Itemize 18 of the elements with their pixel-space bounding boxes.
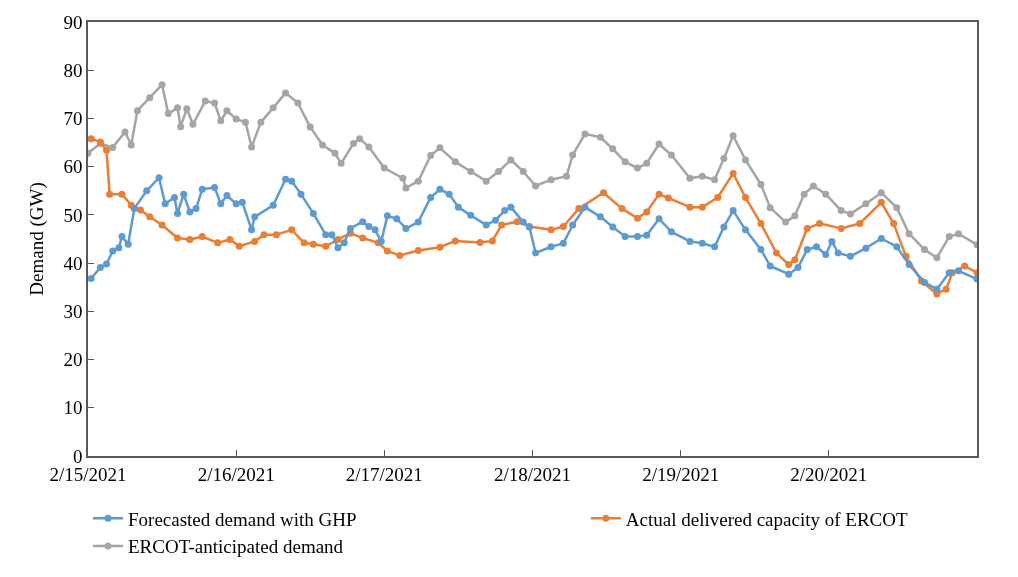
x-tick-label: 2/19/2021 [642, 463, 720, 485]
legend-label: ERCOT-anticipated demand [128, 536, 344, 558]
legend-label: Forecasted demand with GHP [128, 508, 357, 530]
y-tick-label: 80 [63, 59, 83, 81]
x-tick-label: 2/18/2021 [493, 463, 572, 485]
y-tick-label: 20 [63, 349, 83, 371]
y-tick-label: 30 [63, 300, 83, 322]
x-tick-label: 2/20/2021 [790, 463, 868, 485]
y-tick-label: 10 [63, 397, 83, 419]
legend-label: Actual delivered capacity of ERCOT [625, 508, 908, 530]
y-tick-label: 60 [63, 156, 83, 178]
y-tick-label: 40 [63, 252, 83, 274]
y-tick-label: 50 [63, 204, 83, 226]
x-tick-label: 2/17/2021 [345, 463, 423, 485]
x-tick-label: 2/16/2021 [197, 463, 275, 485]
y-tick-label: 90 [63, 11, 83, 33]
y-axis-title: Demand (GW) [25, 182, 48, 296]
y-tick-label: 70 [63, 108, 83, 130]
